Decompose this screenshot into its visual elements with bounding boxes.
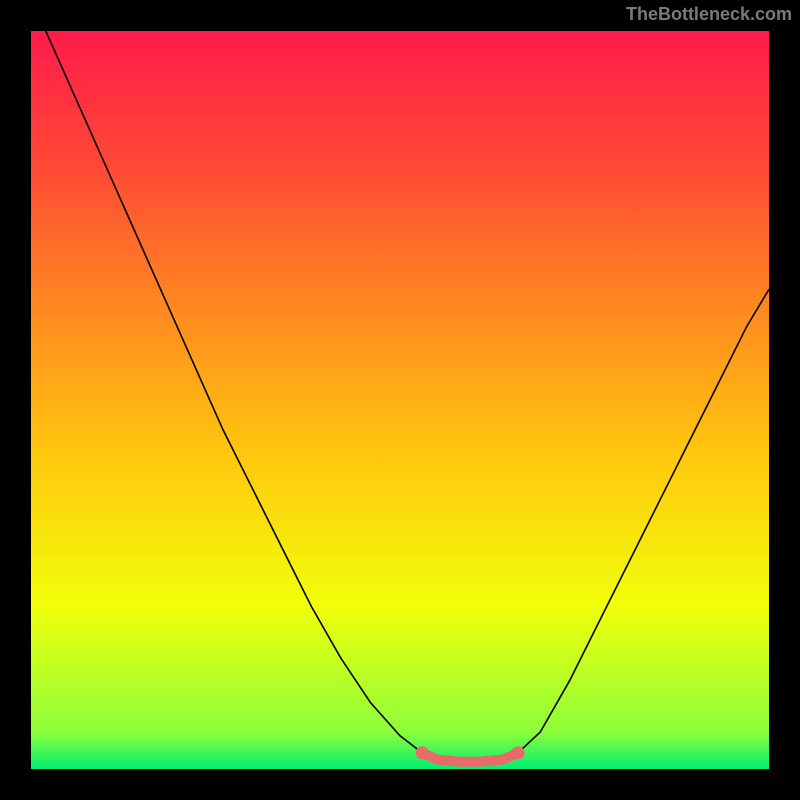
watermark-text: TheBottleneck.com — [626, 4, 792, 25]
bottleneck-chart — [0, 0, 800, 800]
highlight-marker — [416, 746, 429, 759]
plot-background — [31, 31, 769, 769]
chart-container: TheBottleneck.com — [0, 0, 800, 800]
highlight-marker — [512, 746, 525, 759]
